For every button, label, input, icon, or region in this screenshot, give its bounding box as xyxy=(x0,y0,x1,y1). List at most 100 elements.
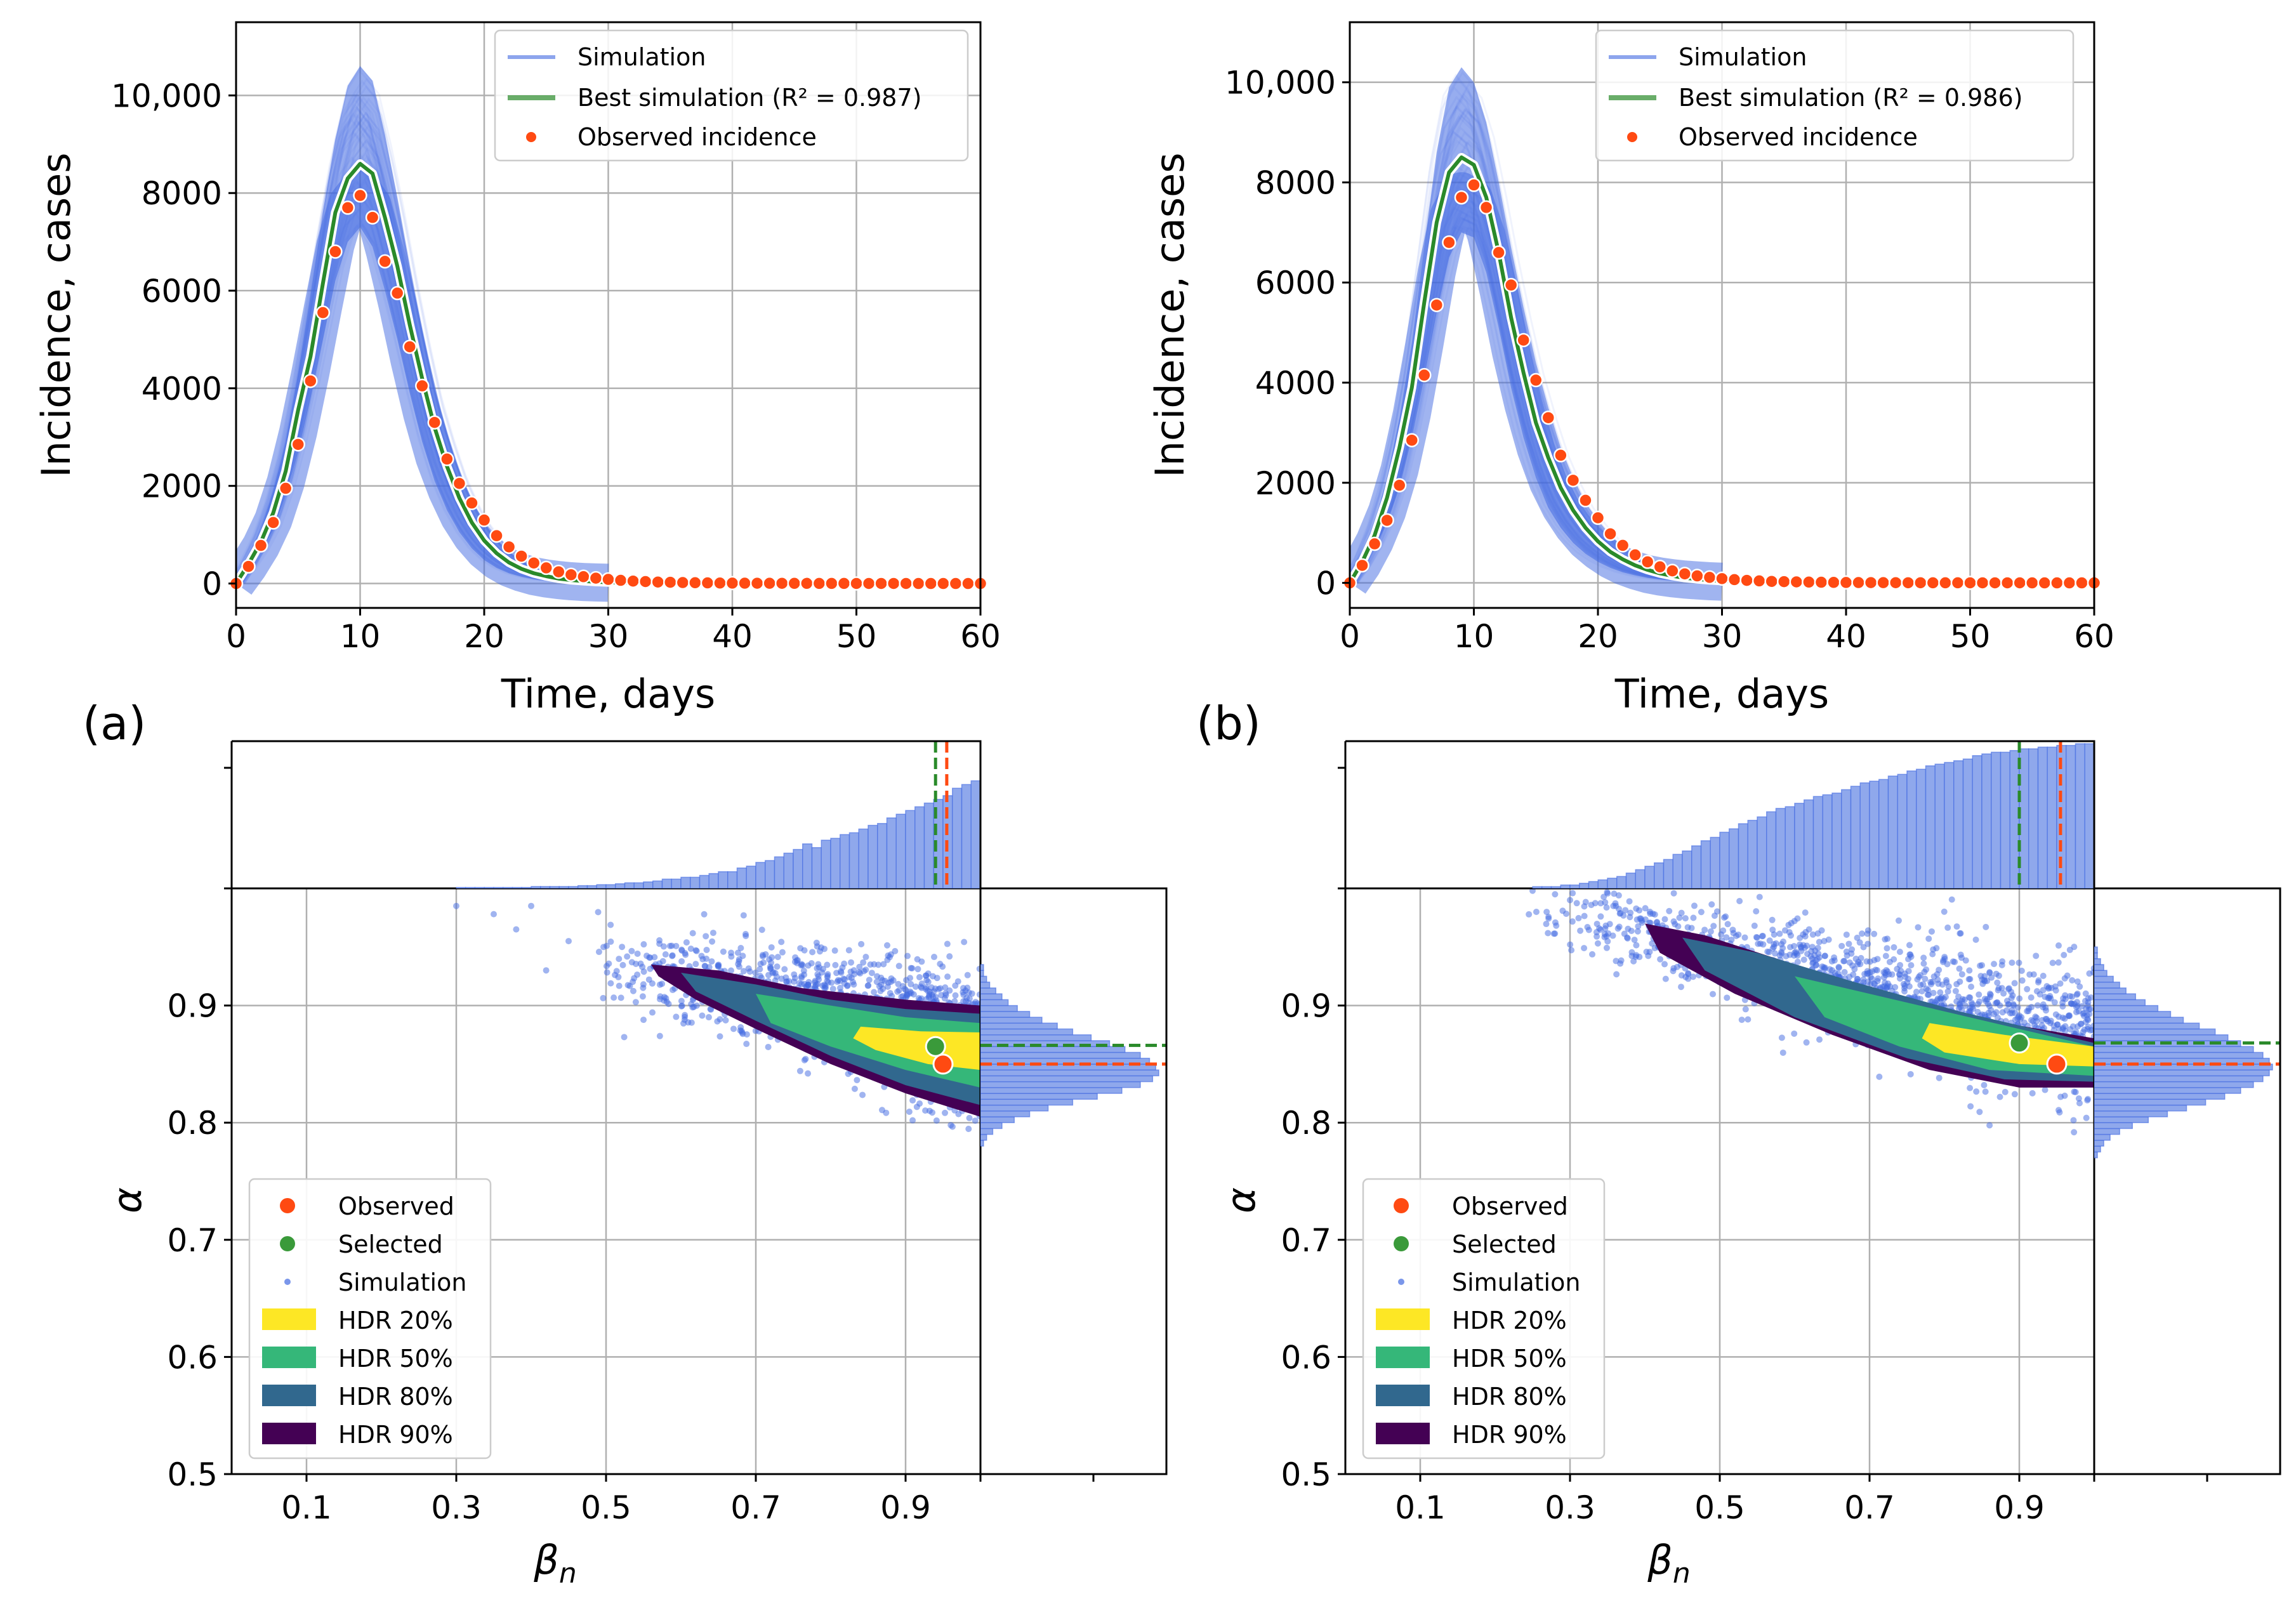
marginal-frame xyxy=(2094,887,2281,1475)
observed-point xyxy=(749,576,765,591)
simulation-point xyxy=(678,947,685,954)
histogram-bar xyxy=(980,1028,1074,1036)
histogram-bar xyxy=(961,784,972,888)
simulation-point xyxy=(846,973,853,980)
simulation-point xyxy=(1676,914,1683,921)
simulation-point xyxy=(1952,987,1959,994)
simulation-point xyxy=(600,944,607,951)
observed-point xyxy=(1925,576,1941,590)
histogram-bar xyxy=(1719,831,1730,888)
simulation-point xyxy=(935,985,942,992)
simulation-point xyxy=(746,968,753,975)
simulation-point xyxy=(1786,929,1793,936)
simulation-point xyxy=(2055,1013,2062,1020)
simulation-point xyxy=(705,1014,712,1021)
simulation-point xyxy=(1962,1002,1969,1009)
simulation-point xyxy=(1856,939,1863,946)
simulation-point xyxy=(779,949,786,956)
simulation-point xyxy=(1708,901,1715,908)
histogram-bar xyxy=(1747,819,1758,888)
simulation-point xyxy=(868,970,875,977)
histogram-bar xyxy=(980,1075,1154,1083)
simulation-point xyxy=(656,940,663,947)
simulation-point xyxy=(1838,942,1845,949)
simulation-point xyxy=(964,972,971,978)
simulation-point xyxy=(914,966,921,973)
simulation-point xyxy=(976,965,980,972)
simulation-point xyxy=(1779,1049,1786,1056)
simulation-point xyxy=(1974,1001,1981,1008)
simulation-point xyxy=(610,994,617,1001)
simulation-point xyxy=(1802,909,1809,916)
marginal-alpha-histogram xyxy=(979,887,1168,1482)
histogram-bar xyxy=(2094,952,2098,959)
simulation-point xyxy=(1936,1074,1943,1081)
observed-point xyxy=(1590,510,1606,525)
legend-label: HDR 90% xyxy=(338,1421,453,1449)
simulation-point xyxy=(1631,937,1638,944)
legend-selected-swatch xyxy=(280,1236,295,1251)
simulation-point xyxy=(801,947,808,954)
simulation-point xyxy=(1930,973,1937,980)
simulation-point xyxy=(1927,978,1934,985)
histogram-bar xyxy=(1972,755,1983,888)
simulation-point xyxy=(2064,972,2071,979)
simulation-point xyxy=(859,1091,866,1098)
simulation-point xyxy=(2043,1007,2050,1014)
simulation-point xyxy=(878,982,885,989)
observed-point xyxy=(1739,573,1754,588)
simulation-point xyxy=(824,961,831,968)
observed-point xyxy=(1615,538,1630,553)
simulation-point xyxy=(1956,978,1963,985)
simulation-point xyxy=(1884,983,1891,990)
simulation-point xyxy=(1741,934,1748,941)
simulation-point xyxy=(916,1100,923,1107)
simulation-point xyxy=(543,967,550,974)
simulation-point xyxy=(2073,1029,2080,1036)
observed-point xyxy=(849,576,864,591)
observed-point xyxy=(1554,448,1568,463)
histogram-bar xyxy=(558,886,569,888)
simulation-point xyxy=(2009,1006,2016,1013)
legend-label: HDR 80% xyxy=(338,1383,453,1411)
x-axis-label: βn xyxy=(1647,1537,1690,1590)
histogram-bar xyxy=(680,876,691,888)
histogram-bar xyxy=(1672,853,1683,888)
simulation-point xyxy=(1854,976,1861,983)
simulation-point xyxy=(907,975,914,982)
observed-point xyxy=(713,576,727,591)
simulation-point xyxy=(640,981,647,988)
simulation-point xyxy=(976,991,980,998)
simulation-point xyxy=(491,911,497,918)
observed-point xyxy=(923,576,939,591)
simulation-point xyxy=(774,954,781,961)
histogram-bar xyxy=(1869,781,1880,888)
simulation-point xyxy=(1794,952,1801,959)
simulation-point xyxy=(909,965,916,972)
simulation-point xyxy=(1958,954,1965,961)
observed-point xyxy=(638,574,653,589)
legend-observed-swatch xyxy=(525,131,538,143)
simulation-point xyxy=(1991,961,1998,968)
histogram-bar xyxy=(1859,782,1870,888)
histogram-bar xyxy=(2066,744,2076,888)
simulation-point xyxy=(2025,1008,2032,1015)
simulation-point xyxy=(659,980,666,987)
simulation-point xyxy=(687,945,694,952)
histogram-bar xyxy=(2094,993,2136,1001)
simulation-point xyxy=(942,992,949,999)
simulation-point xyxy=(1849,962,1856,969)
simulation-point xyxy=(819,969,826,976)
simulation-point xyxy=(1904,975,1911,982)
histogram-bar xyxy=(848,832,859,888)
simulation-point xyxy=(1567,941,1574,948)
joint-plot-area xyxy=(453,902,980,1133)
simulation-point xyxy=(864,982,871,989)
legend-hdr-swatch xyxy=(262,1423,316,1444)
observed-point xyxy=(1417,367,1432,383)
histogram-bar xyxy=(1944,761,1955,888)
simulation-point xyxy=(1972,936,1979,943)
simulation-point xyxy=(1831,954,1838,961)
observed-point xyxy=(1988,576,2002,590)
simulation-point xyxy=(1855,958,1862,965)
